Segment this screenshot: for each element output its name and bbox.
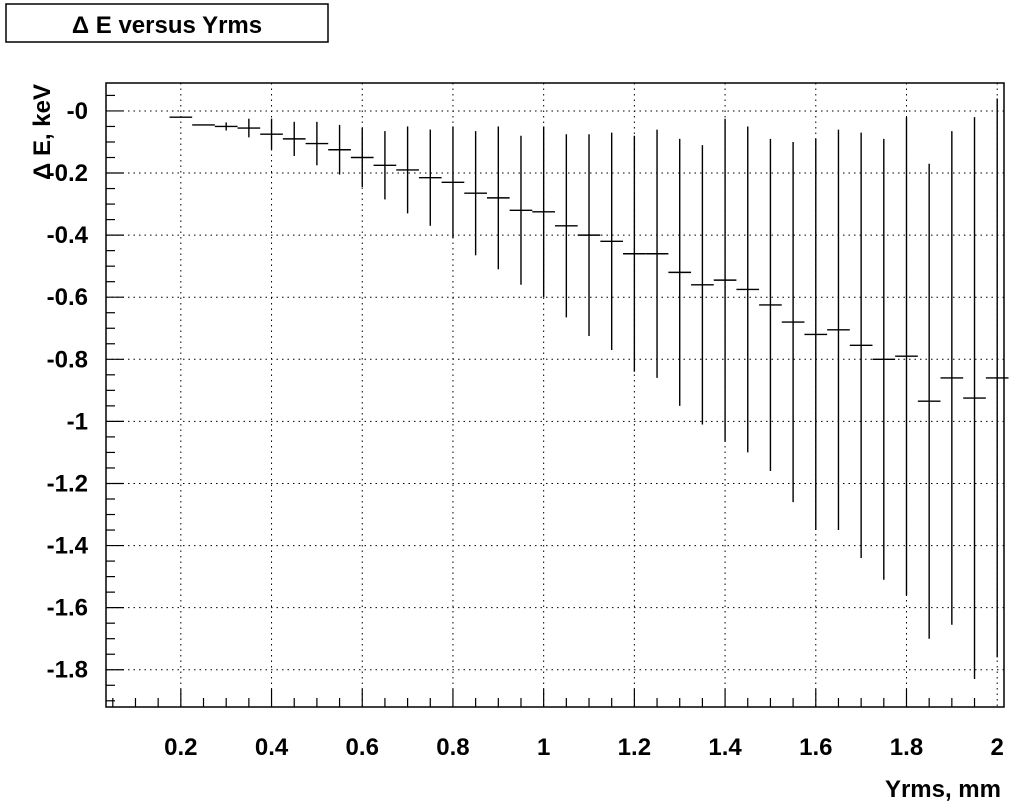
- y-axis-label: Δ E, keV: [29, 84, 56, 180]
- data-point: [736, 126, 760, 453]
- data-point: [713, 118, 737, 442]
- data-layer: [169, 98, 1009, 680]
- y-tick-label: -0.4: [47, 222, 89, 249]
- x-tick-label: 1.4: [708, 734, 742, 761]
- data-point: [577, 134, 601, 337]
- x-tick-label: 0.8: [436, 734, 469, 761]
- chart-title-box: Δ E versus Yrms: [5, 3, 329, 43]
- data-point: [486, 126, 510, 270]
- x-tick-label: 0.2: [164, 734, 197, 761]
- data-point: [940, 131, 964, 625]
- data-point: [917, 163, 941, 639]
- data-point: [237, 118, 261, 138]
- data-point: [691, 145, 714, 425]
- y-tick-label: -0.8: [47, 346, 88, 373]
- data-point: [623, 135, 646, 372]
- plot-frame: [105, 82, 1005, 708]
- plot-background: [106, 83, 1004, 707]
- tick-layer: 0.2 0.4 0.6 0.8 1 1.2 1.4 1.6 1.8 2 -0 -0.2 -0.4 -0.6…: [47, 94, 1004, 761]
- data-point: [282, 121, 306, 156]
- data-point: [464, 131, 487, 256]
- x-tick-label: 2: [991, 734, 1004, 761]
- y-tick-label: -0: [67, 98, 88, 125]
- data-point: [600, 132, 624, 350]
- x-axis-label: Yrms, mm: [885, 776, 1001, 801]
- data-point: [759, 138, 782, 472]
- data-point: [418, 129, 442, 226]
- y-tick-label: -0.6: [47, 284, 88, 311]
- data-point: [781, 141, 805, 503]
- data-point: [804, 138, 828, 531]
- data-point: [645, 129, 669, 378]
- data-point: [350, 128, 374, 187]
- data-point: [668, 138, 692, 406]
- y-tick-label: -1: [67, 408, 88, 435]
- data-point: [509, 135, 533, 285]
- data-point: [328, 124, 351, 175]
- data-point: [849, 132, 873, 558]
- x-tick-label: 1.8: [890, 734, 923, 761]
- data-point: [305, 121, 329, 166]
- y-tick-label: -1.8: [47, 657, 88, 684]
- x-tick-label: 0.4: [255, 734, 289, 761]
- data-point: [260, 118, 283, 150]
- x-tick-label: 1: [537, 734, 550, 761]
- y-tick-label: -1.2: [47, 470, 88, 497]
- data-point: [396, 126, 419, 214]
- x-tick-label: 0.6: [346, 734, 379, 761]
- grid-layer: [106, 83, 1004, 707]
- x-tick-label: 1.6: [799, 734, 832, 761]
- data-point: [441, 126, 465, 239]
- y-tick-label: -0.2: [47, 160, 88, 187]
- x-tick-label: 1.2: [618, 734, 651, 761]
- data-point: [827, 129, 850, 531]
- data-point: [373, 131, 397, 200]
- data-point: [985, 98, 1009, 658]
- data-point: [555, 134, 578, 318]
- data-point: [963, 117, 986, 680]
- data-point: [532, 126, 555, 298]
- data-point: [872, 138, 896, 580]
- y-tick-label: -1.6: [47, 595, 88, 622]
- chart-title: Δ E versus Yrms: [72, 12, 262, 39]
- y-tick-label: -1.4: [47, 533, 89, 560]
- data-point: [895, 117, 918, 596]
- data-point: [214, 122, 238, 131]
